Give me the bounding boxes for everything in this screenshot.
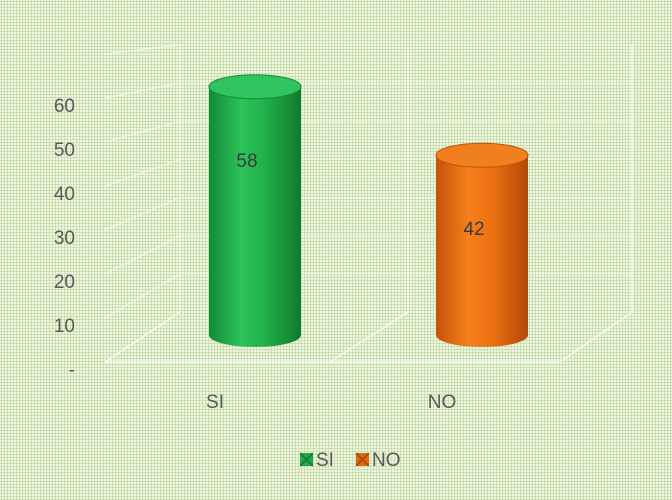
- bar-no: 42: [435, 142, 529, 347]
- x-category-label: NO: [428, 392, 457, 413]
- bars: 58 42: [208, 74, 529, 347]
- legend-label: NO: [372, 450, 401, 471]
- legend-label: SI: [316, 450, 334, 471]
- legend: SI NO: [299, 450, 401, 471]
- side-gridline: [104, 273, 181, 319]
- side-gridline: [104, 44, 181, 55]
- legend-item-si: SI: [299, 450, 334, 471]
- y-tick-label: 30: [54, 228, 75, 249]
- bar-top: [208, 74, 302, 100]
- x-axis-categories: SI NO: [206, 392, 456, 413]
- y-tick-label: -: [69, 360, 75, 381]
- legend-swatch: [300, 453, 313, 466]
- side-gridline: [104, 235, 181, 275]
- legend-swatch-mark: [355, 452, 370, 467]
- x-category-label: SI: [206, 392, 224, 413]
- y-tick-label: 40: [54, 184, 75, 205]
- legend-item-no: NO: [355, 450, 401, 471]
- bar-top: [435, 142, 529, 168]
- y-tick-label: 60: [54, 96, 75, 117]
- bar-body: [209, 86, 301, 347]
- floor-divider: [329, 311, 409, 363]
- side-gridline: [104, 311, 181, 363]
- floor-right-edge: [559, 311, 633, 363]
- side-gridline: [104, 158, 181, 187]
- side-gridline: [104, 82, 181, 99]
- y-tick-label: 10: [54, 316, 75, 337]
- bar-si: 58: [208, 74, 302, 347]
- y-axis-ticks: - 10 20 30 40 50 60: [54, 96, 75, 381]
- side-gridline: [104, 120, 181, 143]
- chart-grid: [104, 44, 633, 363]
- bar-body: [436, 155, 528, 347]
- y-tick-label: 20: [54, 272, 75, 293]
- legend-swatch: [356, 453, 369, 466]
- data-label: 58: [236, 151, 257, 172]
- y-tick-label: 50: [54, 140, 75, 161]
- data-label: 42: [463, 219, 484, 240]
- side-gridline: [104, 197, 181, 231]
- legend-swatch-mark: [299, 452, 314, 467]
